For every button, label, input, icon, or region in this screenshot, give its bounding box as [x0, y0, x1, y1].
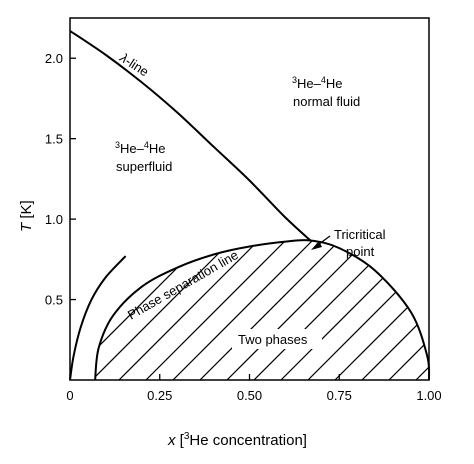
hatch-line [95, 240, 430, 380]
hatch-line [108, 240, 430, 380]
phase-separation-label: Phase separation line [125, 247, 241, 323]
x-axis-label: x [3He concentration] [167, 431, 307, 449]
x-tick-label: 0 [66, 388, 73, 403]
normal-fluid-label-line1: 3He–4He [292, 75, 343, 91]
tricritical-arrow [311, 235, 331, 250]
superfluid-label-line1: 3He–4He [115, 140, 166, 156]
hatch-line [270, 240, 430, 380]
hatch-line [216, 240, 430, 380]
hatch-line [95, 240, 422, 380]
hatch-line [162, 240, 430, 380]
phase-separation-curve [94, 239, 431, 381]
x-tick-label: 0.50 [237, 388, 262, 403]
hatch-line [460, 0, 474, 390]
hatch-line [405, 240, 430, 380]
hatch-line [324, 240, 430, 380]
y-axis-ticks: 0.5 1.0 1.5 2.0 [45, 51, 76, 308]
superfluid-label-line2: superfluid [116, 159, 172, 174]
hatch-line [297, 240, 430, 380]
hatch-line [95, 240, 206, 380]
hatch-line [95, 240, 233, 380]
two-phases-label-bg [232, 329, 322, 349]
tricritical-label-line2: point [346, 244, 375, 259]
x-tick-label: 0.25 [147, 388, 172, 403]
hatch-line [95, 240, 430, 380]
tricritical-label-line1: Tricritical [334, 227, 386, 242]
lambda-line-label: λ-line [117, 49, 152, 79]
hatch-line [189, 240, 430, 380]
y-tick-label: 0.5 [45, 293, 63, 308]
hatch-line [95, 240, 179, 380]
lambda-line-curve [69, 30, 312, 242]
y-axis-label: T [K] [18, 200, 35, 232]
hatch-line [135, 240, 430, 380]
hatch-line [243, 240, 430, 380]
x-axis-ticks: 0 0.25 0.50 0.75 1.00 [66, 374, 442, 403]
hatch-line [378, 240, 430, 380]
y-tick-label: 1.0 [45, 212, 63, 227]
plot-frame [69, 17, 430, 381]
hatch-line [351, 240, 430, 380]
two-phases-label: Two phases [238, 332, 308, 347]
normal-fluid-label-line2: normal fluid [293, 94, 360, 109]
x-tick-label: 0.75 [327, 388, 352, 403]
hatch-line [433, 0, 474, 390]
y-tick-label: 2.0 [45, 51, 63, 66]
left-branch-curve [69, 255, 127, 381]
x-tick-label: 1.00 [416, 388, 441, 403]
y-tick-label: 1.5 [45, 132, 63, 147]
